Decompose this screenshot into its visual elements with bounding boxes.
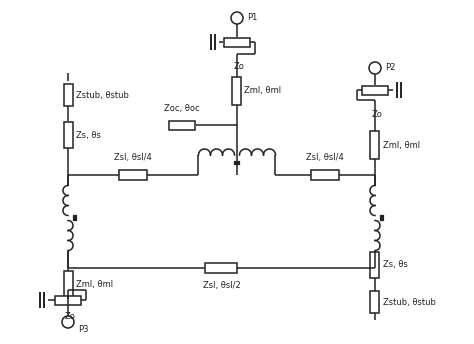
Text: Zstub, θstub: Zstub, θstub: [76, 90, 129, 99]
Bar: [224, 37, 250, 46]
Bar: [55, 295, 81, 304]
Bar: [371, 131, 380, 159]
Text: P2: P2: [385, 63, 395, 72]
Text: Zoc, θoc: Zoc, θoc: [164, 104, 200, 113]
Text: Zo: Zo: [64, 312, 75, 321]
Text: Zstub, θstub: Zstub, θstub: [383, 298, 436, 307]
Text: Zsl, θsl/2: Zsl, θsl/2: [202, 281, 240, 290]
Bar: [311, 170, 339, 180]
Bar: [64, 122, 73, 148]
Text: Zo: Zo: [372, 110, 383, 119]
Bar: [371, 252, 380, 278]
Text: Zs, θs: Zs, θs: [76, 130, 101, 140]
Text: Zo: Zo: [234, 62, 245, 71]
Bar: [233, 76, 241, 105]
Text: Zsl, θsl/4: Zsl, θsl/4: [114, 153, 152, 162]
Bar: [119, 170, 147, 180]
Text: Zml, θml: Zml, θml: [76, 280, 113, 290]
Text: P1: P1: [247, 13, 257, 22]
Text: Zsl, θsl/4: Zsl, θsl/4: [306, 153, 344, 162]
Bar: [169, 120, 195, 129]
Bar: [206, 263, 237, 273]
Bar: [64, 271, 73, 299]
Text: Zml, θml: Zml, θml: [383, 140, 420, 150]
Bar: [64, 84, 73, 106]
Bar: [362, 86, 388, 95]
Text: Zs, θs: Zs, θs: [383, 260, 408, 269]
Text: Zml, θml: Zml, θml: [244, 86, 281, 95]
Bar: [371, 291, 380, 313]
Text: P3: P3: [78, 325, 89, 334]
